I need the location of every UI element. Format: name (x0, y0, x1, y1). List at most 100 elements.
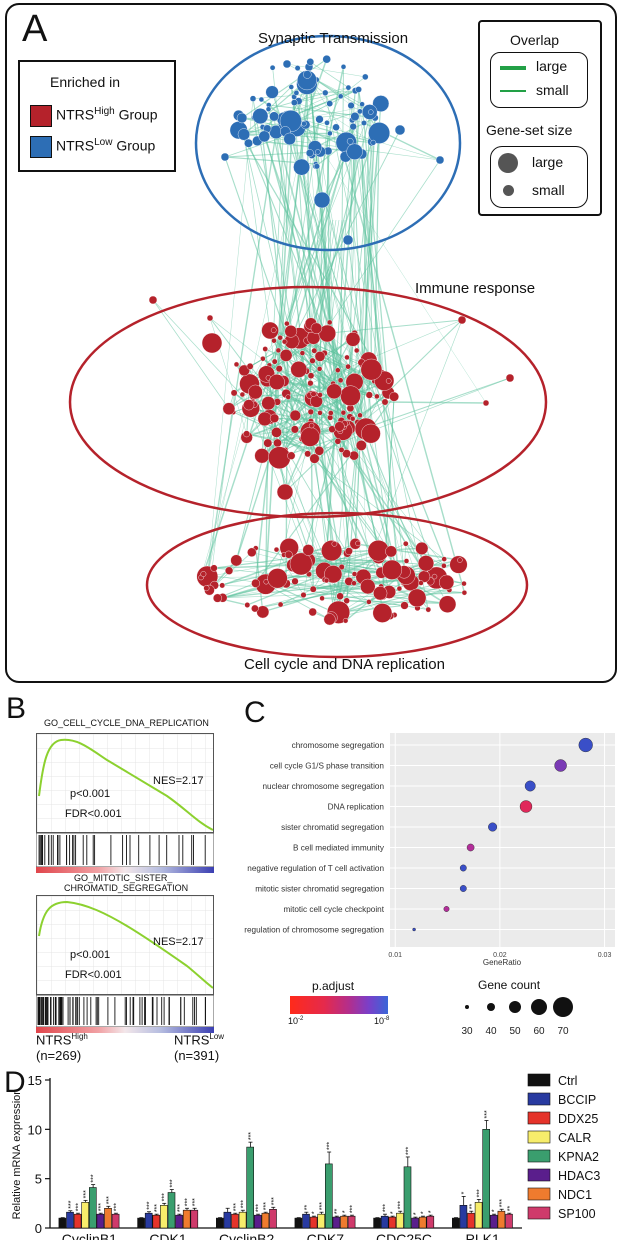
network-node (308, 607, 317, 617)
significance-mark: ** (334, 1208, 341, 1214)
network-node (277, 601, 284, 608)
genecount-value: 30 (461, 1026, 473, 1037)
gsea-plot-1-curve (37, 734, 214, 832)
network-node (281, 339, 288, 345)
network-node (313, 163, 320, 170)
network-node (314, 445, 325, 456)
significance-mark: *** (154, 1204, 161, 1212)
bar (167, 1192, 176, 1229)
bar (175, 1214, 183, 1229)
network-node (243, 430, 251, 438)
network-node (439, 574, 455, 590)
category-label: CDK7 (307, 1231, 345, 1240)
network-node (374, 393, 380, 400)
significance-mark: *** (177, 1204, 184, 1212)
bar (373, 1217, 381, 1229)
significance-mark: *** (106, 1196, 113, 1204)
significance-mark: *** (233, 1203, 240, 1211)
network-edge (263, 136, 363, 425)
network-node (441, 563, 447, 569)
network-node (425, 606, 432, 613)
network-node (212, 593, 222, 603)
bar (324, 1163, 333, 1229)
bar (467, 1212, 475, 1229)
network-node (357, 412, 363, 418)
network-edge (286, 63, 366, 78)
panel-d-letter: D (4, 1066, 26, 1099)
network-node (326, 383, 342, 400)
network-node (283, 132, 296, 146)
significance-mark: * (390, 1211, 397, 1214)
network-node (246, 362, 254, 370)
network-edge (340, 76, 366, 97)
genecount-dot (487, 1003, 495, 1011)
y-tick-label: 0 (35, 1221, 42, 1236)
dotplot-term-label: mitotic cell cycle checkpoint (283, 905, 384, 914)
bar (396, 1212, 404, 1229)
overlap-title: Overlap (510, 32, 560, 48)
network-node (299, 350, 306, 356)
network-node (331, 541, 338, 547)
size-small-label: small (532, 182, 565, 198)
network-node (418, 580, 424, 586)
network-node (327, 410, 334, 416)
network-node (271, 358, 278, 365)
network-node (275, 347, 282, 354)
legend-swatch (527, 1111, 551, 1125)
cellcycle-cluster-ellipse (145, 511, 529, 659)
network-node (318, 324, 336, 343)
network-edge (224, 156, 359, 544)
category-label: CyclinB2 (219, 1231, 274, 1240)
network-node (441, 556, 447, 562)
synaptic-label: Synaptic Transmission (258, 30, 409, 47)
network-node (206, 314, 214, 322)
network-node (323, 577, 330, 584)
padj-high-tick: 10-8 (374, 1016, 390, 1026)
network-node (327, 319, 333, 326)
dotplot-point (412, 927, 416, 932)
network-node (360, 578, 376, 595)
significance-mark: *** (248, 1132, 255, 1140)
bar (182, 1209, 191, 1229)
network-edge (361, 154, 372, 434)
significance-mark: *** (83, 1190, 90, 1198)
network-node (355, 439, 367, 451)
network-edge (257, 140, 355, 153)
network-node (307, 408, 314, 416)
network-node (368, 122, 390, 144)
network-node (310, 391, 317, 398)
dotplot-xtick: 0.03 (598, 952, 612, 959)
significance-mark: *** (192, 1198, 199, 1206)
genecount-dot (465, 1005, 469, 1009)
significance-mark: *** (185, 1198, 192, 1206)
network-node (249, 95, 257, 102)
network-node (304, 450, 312, 458)
network-node (238, 364, 250, 377)
network-node (262, 346, 269, 352)
significance-mark: *** (75, 1203, 82, 1211)
network-node (237, 128, 251, 141)
network-edge (276, 381, 312, 422)
bar (160, 1205, 168, 1229)
network-node (385, 545, 397, 558)
y-tick-label: 15 (28, 1073, 42, 1088)
network-node (345, 84, 352, 91)
network-node (243, 399, 255, 411)
significance-mark: *** (147, 1201, 154, 1209)
network-node (350, 112, 360, 122)
network-node (431, 573, 438, 580)
network-node (308, 422, 315, 429)
network-edge (361, 154, 373, 377)
bar (309, 1216, 318, 1229)
legend-label: NDC1 (558, 1188, 592, 1202)
network-node (301, 120, 307, 127)
genecount-dot (531, 999, 547, 1015)
network-node (338, 93, 344, 100)
network-node (148, 295, 158, 305)
network-node (327, 130, 333, 137)
network-node (347, 101, 355, 109)
network-edge (405, 543, 445, 567)
network-node (340, 410, 347, 416)
overlap-large-line (500, 66, 526, 70)
dotplot-point (524, 780, 536, 792)
